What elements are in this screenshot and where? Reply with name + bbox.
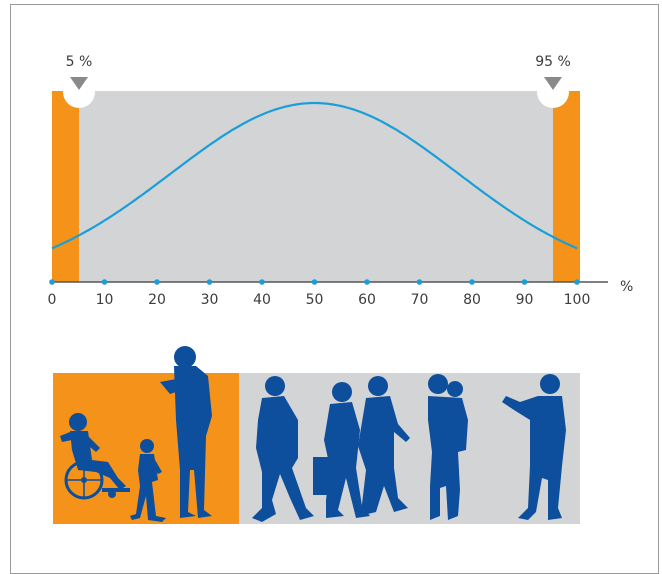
tick-dot — [416, 279, 423, 285]
tick-dot — [206, 279, 213, 285]
tick-dot — [311, 279, 318, 285]
tick-dot — [49, 279, 55, 285]
bell-curve — [51, 101, 578, 250]
tick-label: 100 — [564, 292, 591, 308]
tick-label: 80 — [463, 292, 481, 308]
tick-dot — [574, 279, 580, 285]
tick-label: 0 — [48, 292, 57, 308]
lower-marker-label: 5 % — [66, 54, 93, 70]
tick-dot — [101, 279, 108, 285]
tick-label: 90 — [516, 292, 534, 308]
heavy-walker-icon — [252, 376, 314, 522]
tick-dot — [469, 279, 475, 285]
tick-dot — [364, 279, 370, 285]
tick-label: 70 — [411, 292, 429, 308]
upper-notch — [537, 76, 569, 108]
wheelchair-user-icon — [60, 413, 130, 500]
tick-label: 50 — [306, 292, 324, 308]
tick-dot — [521, 279, 528, 285]
x-axis-ticks: 0 10 20 30 40 50 60 70 80 90 100 — [48, 279, 591, 308]
middle-gray-band — [79, 91, 553, 282]
tall-man-icon — [160, 346, 212, 518]
upper-marker-label: 95 % — [535, 54, 571, 70]
lower-orange-band — [52, 91, 79, 282]
child-icon — [130, 439, 166, 522]
tick-label: 40 — [253, 292, 271, 308]
tick-dot — [259, 279, 265, 285]
tick-label: 20 — [148, 292, 166, 308]
woman-carrying-child-icon — [428, 374, 468, 520]
tick-label: 10 — [96, 292, 114, 308]
woman-with-bag-icon — [313, 382, 370, 518]
tick-label: 60 — [358, 292, 376, 308]
x-axis-unit: % — [620, 279, 633, 295]
lower-marker-icon — [70, 77, 88, 90]
man-taking-photo-icon — [502, 374, 566, 520]
upper-orange-band — [553, 91, 580, 282]
tick-dot — [154, 279, 160, 285]
tick-label: 30 — [201, 292, 219, 308]
lower-notch — [63, 76, 95, 108]
elderly-couple-icon — [358, 376, 410, 516]
upper-marker-icon — [544, 77, 562, 90]
